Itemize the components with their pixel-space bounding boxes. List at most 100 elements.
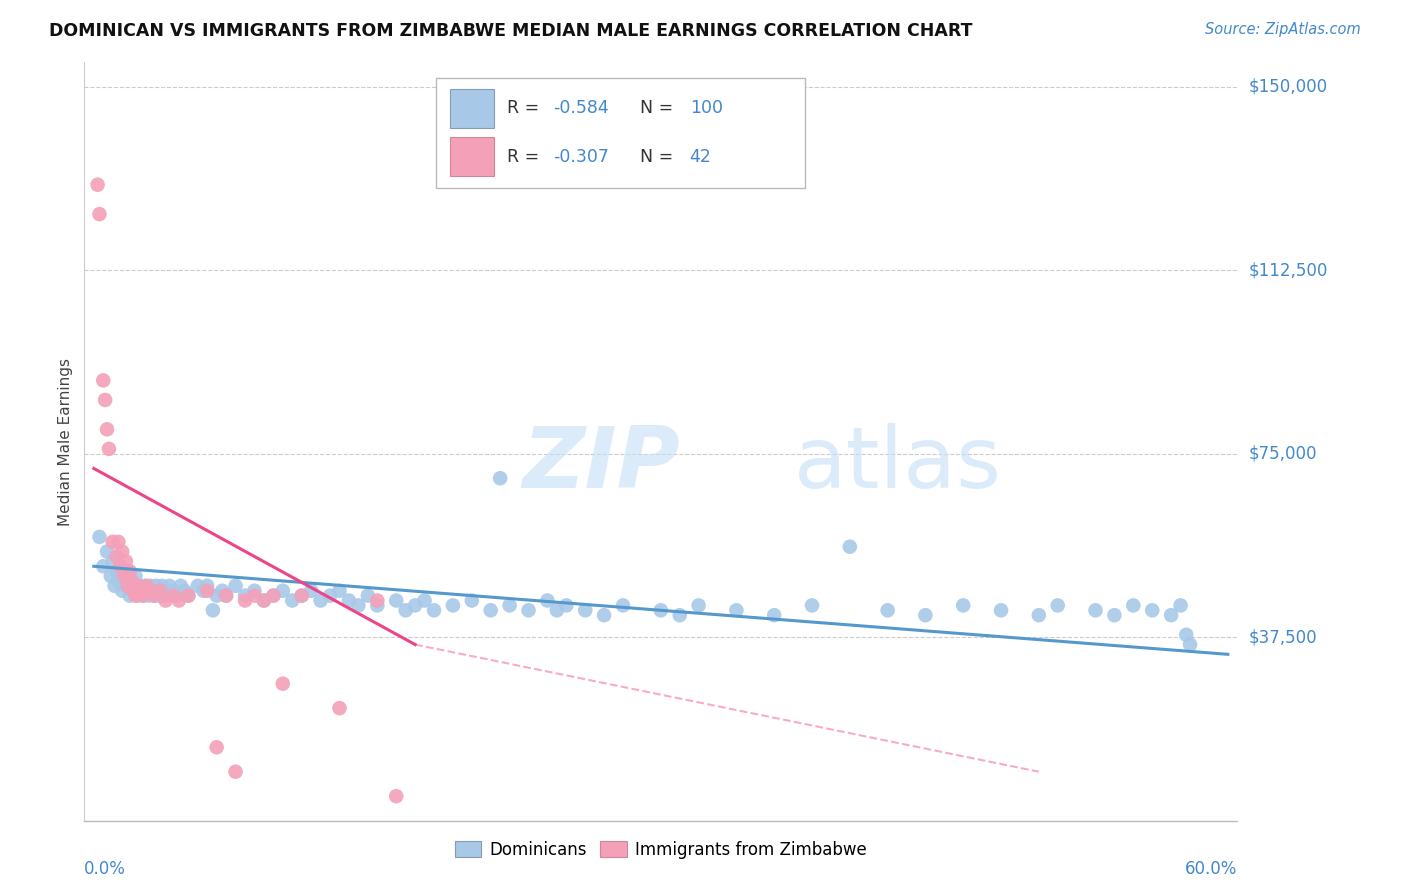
Point	[118, 589, 141, 603]
Point	[134, 579, 156, 593]
Point	[271, 676, 294, 690]
Point	[233, 589, 256, 603]
Text: -0.307: -0.307	[554, 148, 609, 166]
Point	[574, 603, 596, 617]
Point	[1104, 608, 1126, 623]
Point	[135, 583, 157, 598]
Point	[122, 583, 145, 598]
Point	[124, 569, 146, 583]
Point	[105, 549, 128, 564]
Point	[104, 579, 127, 593]
Point	[309, 593, 332, 607]
Point	[105, 564, 128, 578]
Point	[162, 583, 184, 598]
Point	[876, 603, 898, 617]
Point	[195, 583, 218, 598]
Point	[150, 579, 173, 593]
Point	[122, 583, 145, 598]
Text: 100: 100	[690, 99, 723, 118]
Point	[177, 589, 200, 603]
Point	[205, 740, 228, 755]
Point	[97, 442, 120, 456]
Point	[1028, 608, 1050, 623]
Point	[366, 593, 388, 607]
Point	[201, 603, 224, 617]
Text: $150,000: $150,000	[1249, 78, 1327, 96]
Point	[215, 589, 238, 603]
Point	[111, 583, 134, 598]
Point	[357, 589, 380, 603]
Text: R =: R =	[508, 99, 546, 118]
Point	[347, 599, 370, 613]
FancyBboxPatch shape	[436, 78, 806, 187]
Point	[555, 599, 578, 613]
Point	[149, 583, 172, 598]
Point	[107, 534, 129, 549]
Point	[205, 589, 228, 603]
Point	[170, 579, 193, 593]
Text: 0.0%: 0.0%	[84, 860, 127, 878]
Text: N =: N =	[640, 99, 679, 118]
Point	[801, 599, 824, 613]
Point	[546, 603, 568, 617]
Point	[187, 579, 209, 593]
Point	[117, 579, 139, 593]
Point	[132, 589, 155, 603]
Point	[152, 583, 174, 598]
Point	[253, 593, 276, 607]
Point	[404, 599, 426, 613]
Point	[121, 574, 143, 588]
Point	[139, 579, 162, 593]
Point	[215, 589, 238, 603]
Point	[395, 603, 418, 617]
Point	[337, 593, 360, 607]
Point	[990, 603, 1012, 617]
Text: ZIP: ZIP	[523, 423, 681, 506]
Point	[1046, 599, 1069, 613]
Point	[110, 559, 132, 574]
Point	[135, 579, 157, 593]
Point	[262, 589, 284, 603]
Text: DOMINICAN VS IMMIGRANTS FROM ZIMBABWE MEDIAN MALE EARNINGS CORRELATION CHART: DOMINICAN VS IMMIGRANTS FROM ZIMBABWE ME…	[49, 22, 973, 40]
Point	[127, 589, 149, 603]
Point	[141, 583, 163, 598]
Text: $75,000: $75,000	[1249, 445, 1317, 463]
Point	[423, 603, 446, 617]
Point	[271, 583, 294, 598]
Point	[593, 608, 616, 623]
Text: Source: ZipAtlas.com: Source: ZipAtlas.com	[1205, 22, 1361, 37]
Point	[110, 559, 132, 574]
Text: $112,500: $112,500	[1249, 261, 1327, 279]
Point	[1142, 603, 1164, 617]
Point	[111, 544, 134, 558]
Point	[112, 569, 135, 583]
Point	[319, 589, 342, 603]
Point	[101, 534, 124, 549]
Point	[1178, 638, 1201, 652]
Point	[668, 608, 690, 623]
Y-axis label: Median Male Earnings: Median Male Earnings	[58, 358, 73, 525]
Point	[233, 593, 256, 607]
Point	[291, 589, 314, 603]
Point	[132, 589, 155, 603]
Point	[107, 574, 129, 588]
Point	[145, 579, 167, 593]
Point	[299, 583, 322, 598]
Text: -0.584: -0.584	[554, 99, 609, 118]
Point	[291, 589, 314, 603]
Point	[112, 569, 135, 583]
Point	[612, 599, 634, 613]
Point	[1122, 599, 1144, 613]
Point	[253, 593, 276, 607]
Point	[129, 583, 152, 598]
Point	[96, 544, 118, 558]
Point	[89, 207, 111, 221]
Point	[155, 593, 177, 607]
Point	[146, 583, 169, 598]
Point	[143, 589, 166, 603]
Point	[91, 559, 114, 574]
Point	[763, 608, 786, 623]
Point	[243, 583, 266, 598]
Point	[1084, 603, 1107, 617]
Text: 60.0%: 60.0%	[1185, 860, 1237, 878]
